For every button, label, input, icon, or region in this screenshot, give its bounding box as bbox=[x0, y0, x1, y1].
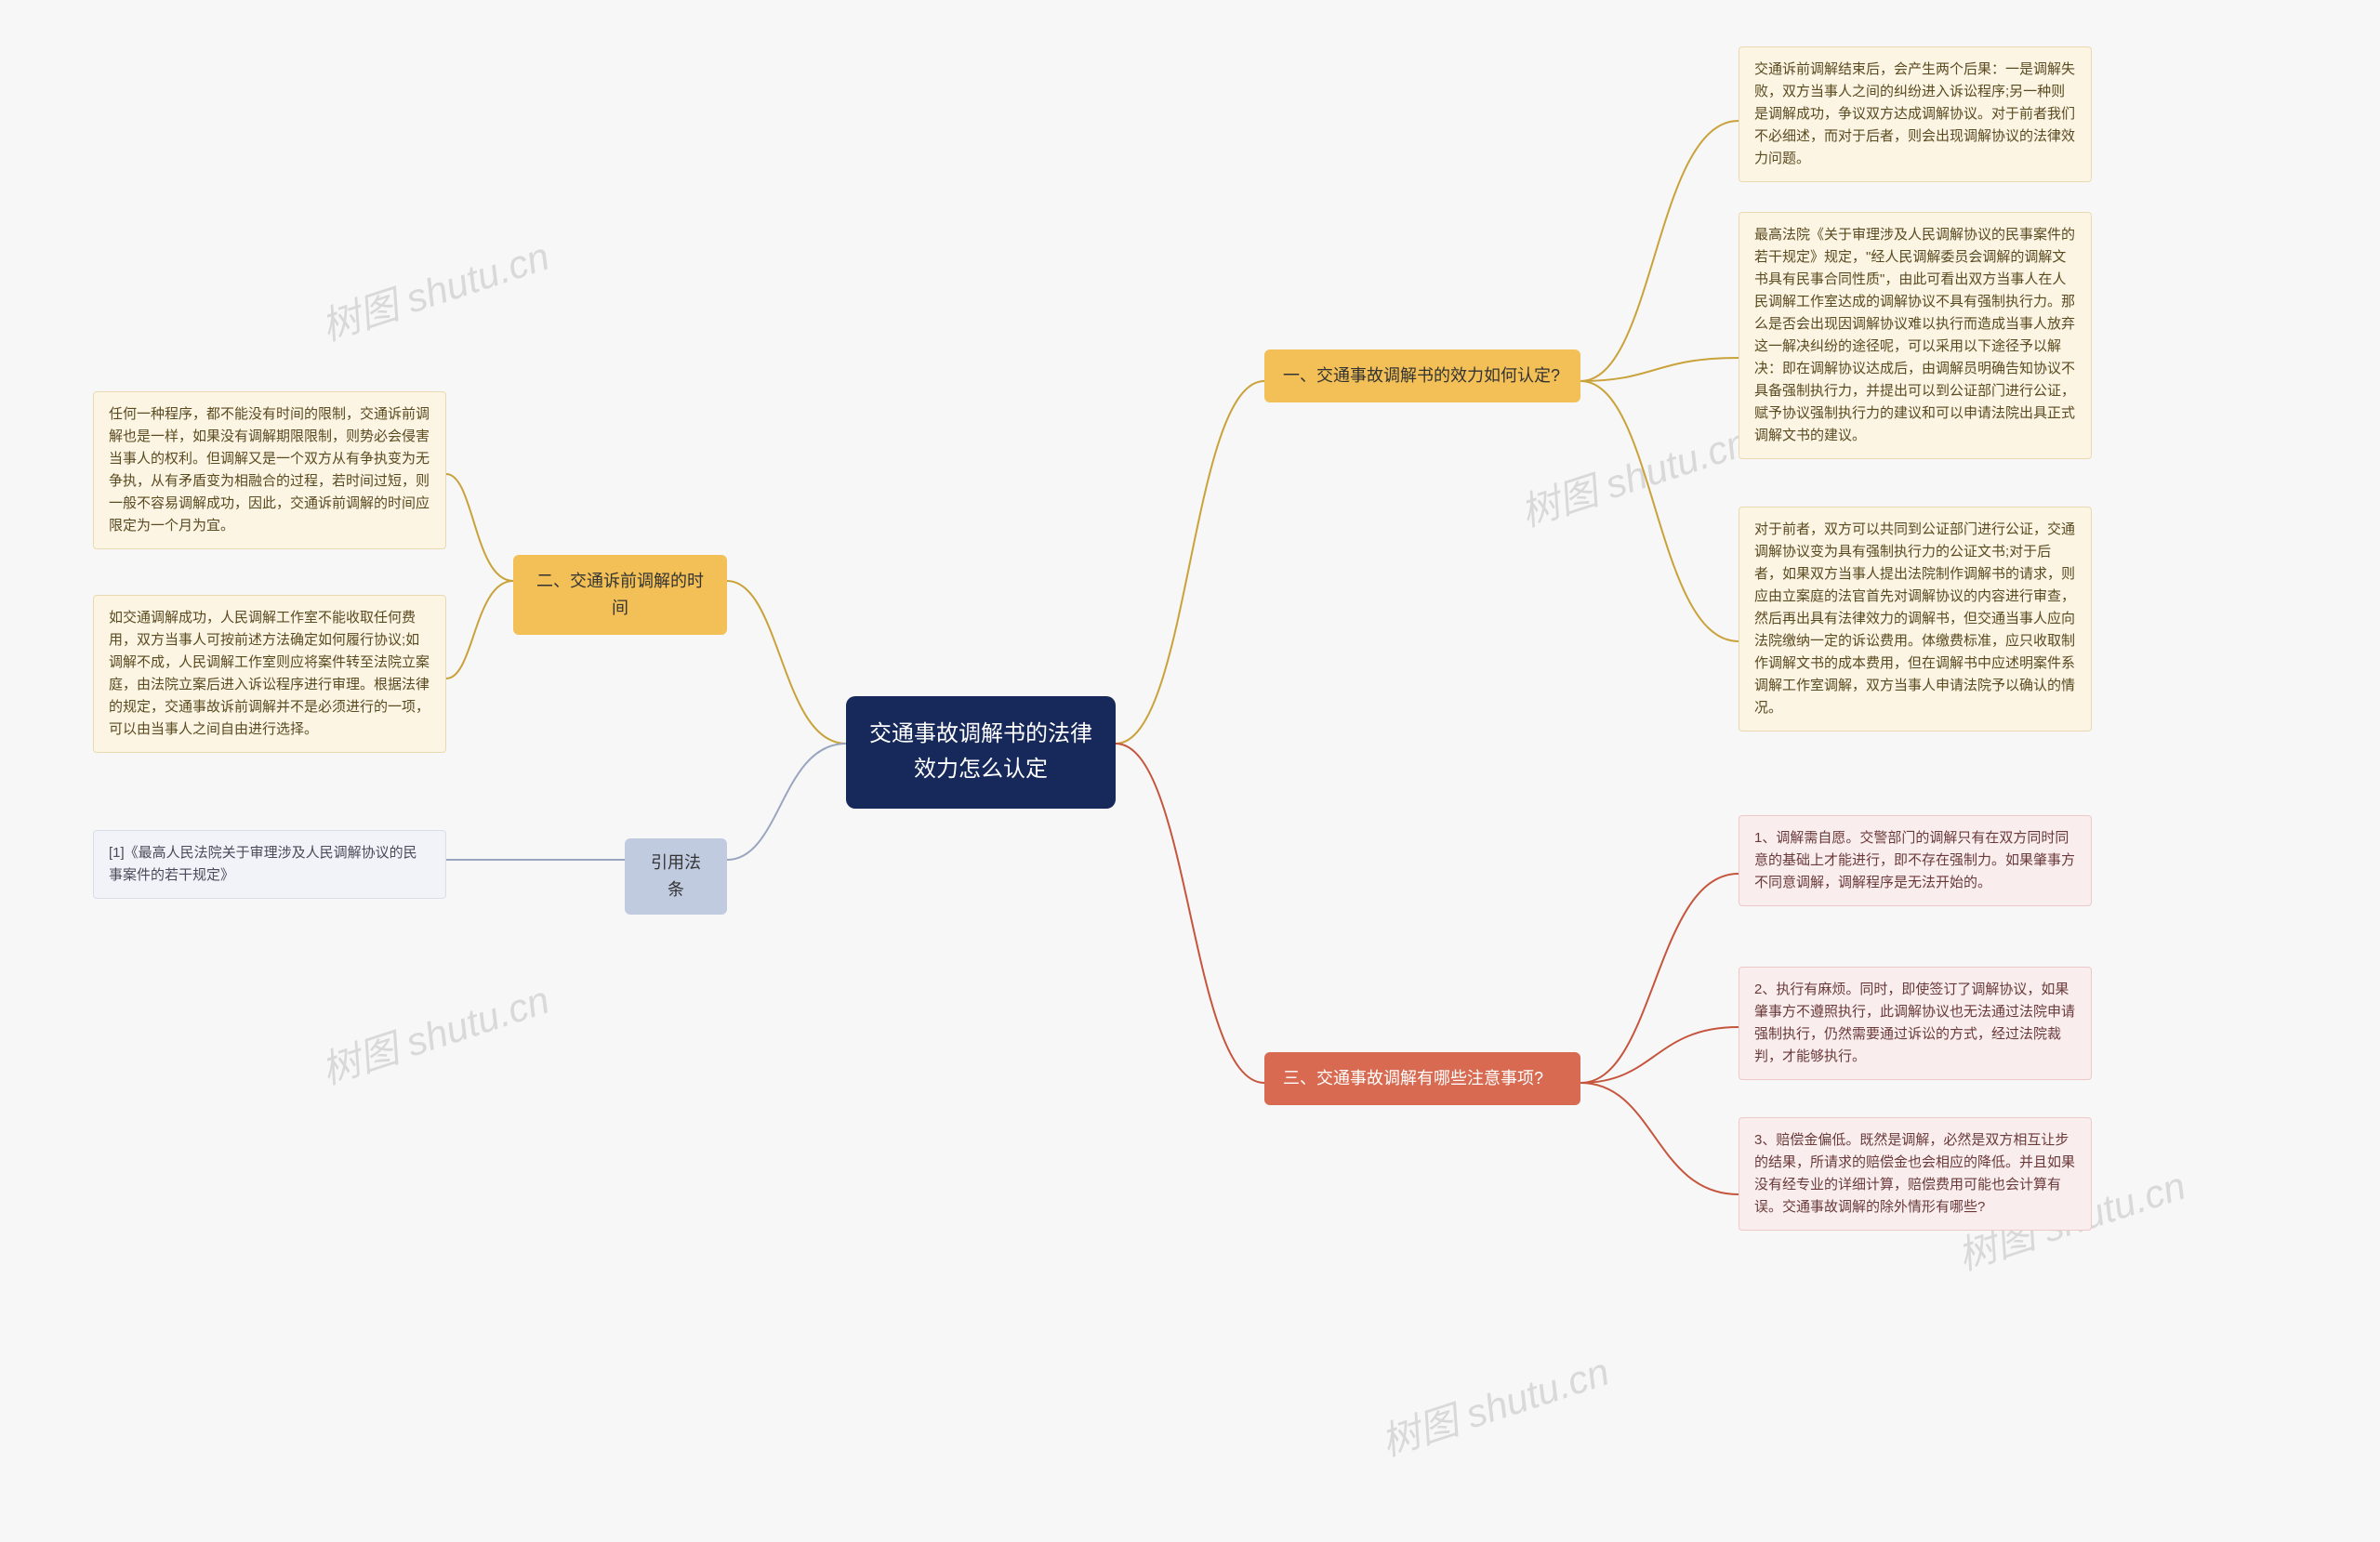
mindmap-canvas: 树图 shutu.cn 树图 shutu.cn 树图 shutu.cn 树图 s… bbox=[0, 0, 2380, 1542]
leaf-b4-1[interactable]: [1]《最高人民法院关于审理涉及人民调解协议的民事案件的若干规定》 bbox=[93, 830, 446, 899]
branch-3[interactable]: 三、交通事故调解有哪些注意事项? bbox=[1264, 1052, 1580, 1105]
watermark: 树图 shutu.cn bbox=[1513, 411, 1755, 538]
watermark: 树图 shutu.cn bbox=[313, 969, 556, 1096]
leaf-b1-1[interactable]: 交通诉前调解结束后，会产生两个后果：一是调解失败，双方当事人之间的纠纷进入诉讼程… bbox=[1739, 46, 2092, 182]
root-node[interactable]: 交通事故调解书的法律效力怎么认定 bbox=[846, 696, 1116, 809]
watermark: 树图 shutu.cn bbox=[313, 225, 556, 352]
watermark: 树图 shutu.cn bbox=[1373, 1340, 1616, 1468]
leaf-b2-1[interactable]: 任何一种程序，都不能没有时间的限制，交通诉前调解也是一样，如果没有调解期限限制，… bbox=[93, 391, 446, 549]
leaf-b1-3[interactable]: 对于前者，双方可以共同到公证部门进行公证，交通调解协议变为具有强制执行力的公证文… bbox=[1739, 507, 2092, 731]
leaf-b1-2[interactable]: 最高法院《关于审理涉及人民调解协议的民事案件的若干规定》规定，"经人民调解委员会… bbox=[1739, 212, 2092, 459]
branch-4[interactable]: 引用法条 bbox=[625, 838, 727, 915]
leaf-b2-2[interactable]: 如交通调解成功，人民调解工作室不能收取任何费用，双方当事人可按前述方法确定如何履… bbox=[93, 595, 446, 753]
leaf-b3-1[interactable]: 1、调解需自愿。交警部门的调解只有在双方同时同意的基础上才能进行，即不存在强制力… bbox=[1739, 815, 2092, 906]
branch-1[interactable]: 一、交通事故调解书的效力如何认定? bbox=[1264, 349, 1580, 402]
branch-2[interactable]: 二、交通诉前调解的时间 bbox=[513, 555, 727, 635]
leaf-b3-3[interactable]: 3、赔偿金偏低。既然是调解，必然是双方相互让步的结果，所请求的赔偿金也会相应的降… bbox=[1739, 1117, 2092, 1231]
leaf-b3-2[interactable]: 2、执行有麻烦。同时，即使签订了调解协议，如果肇事方不遵照执行，此调解协议也无法… bbox=[1739, 967, 2092, 1080]
